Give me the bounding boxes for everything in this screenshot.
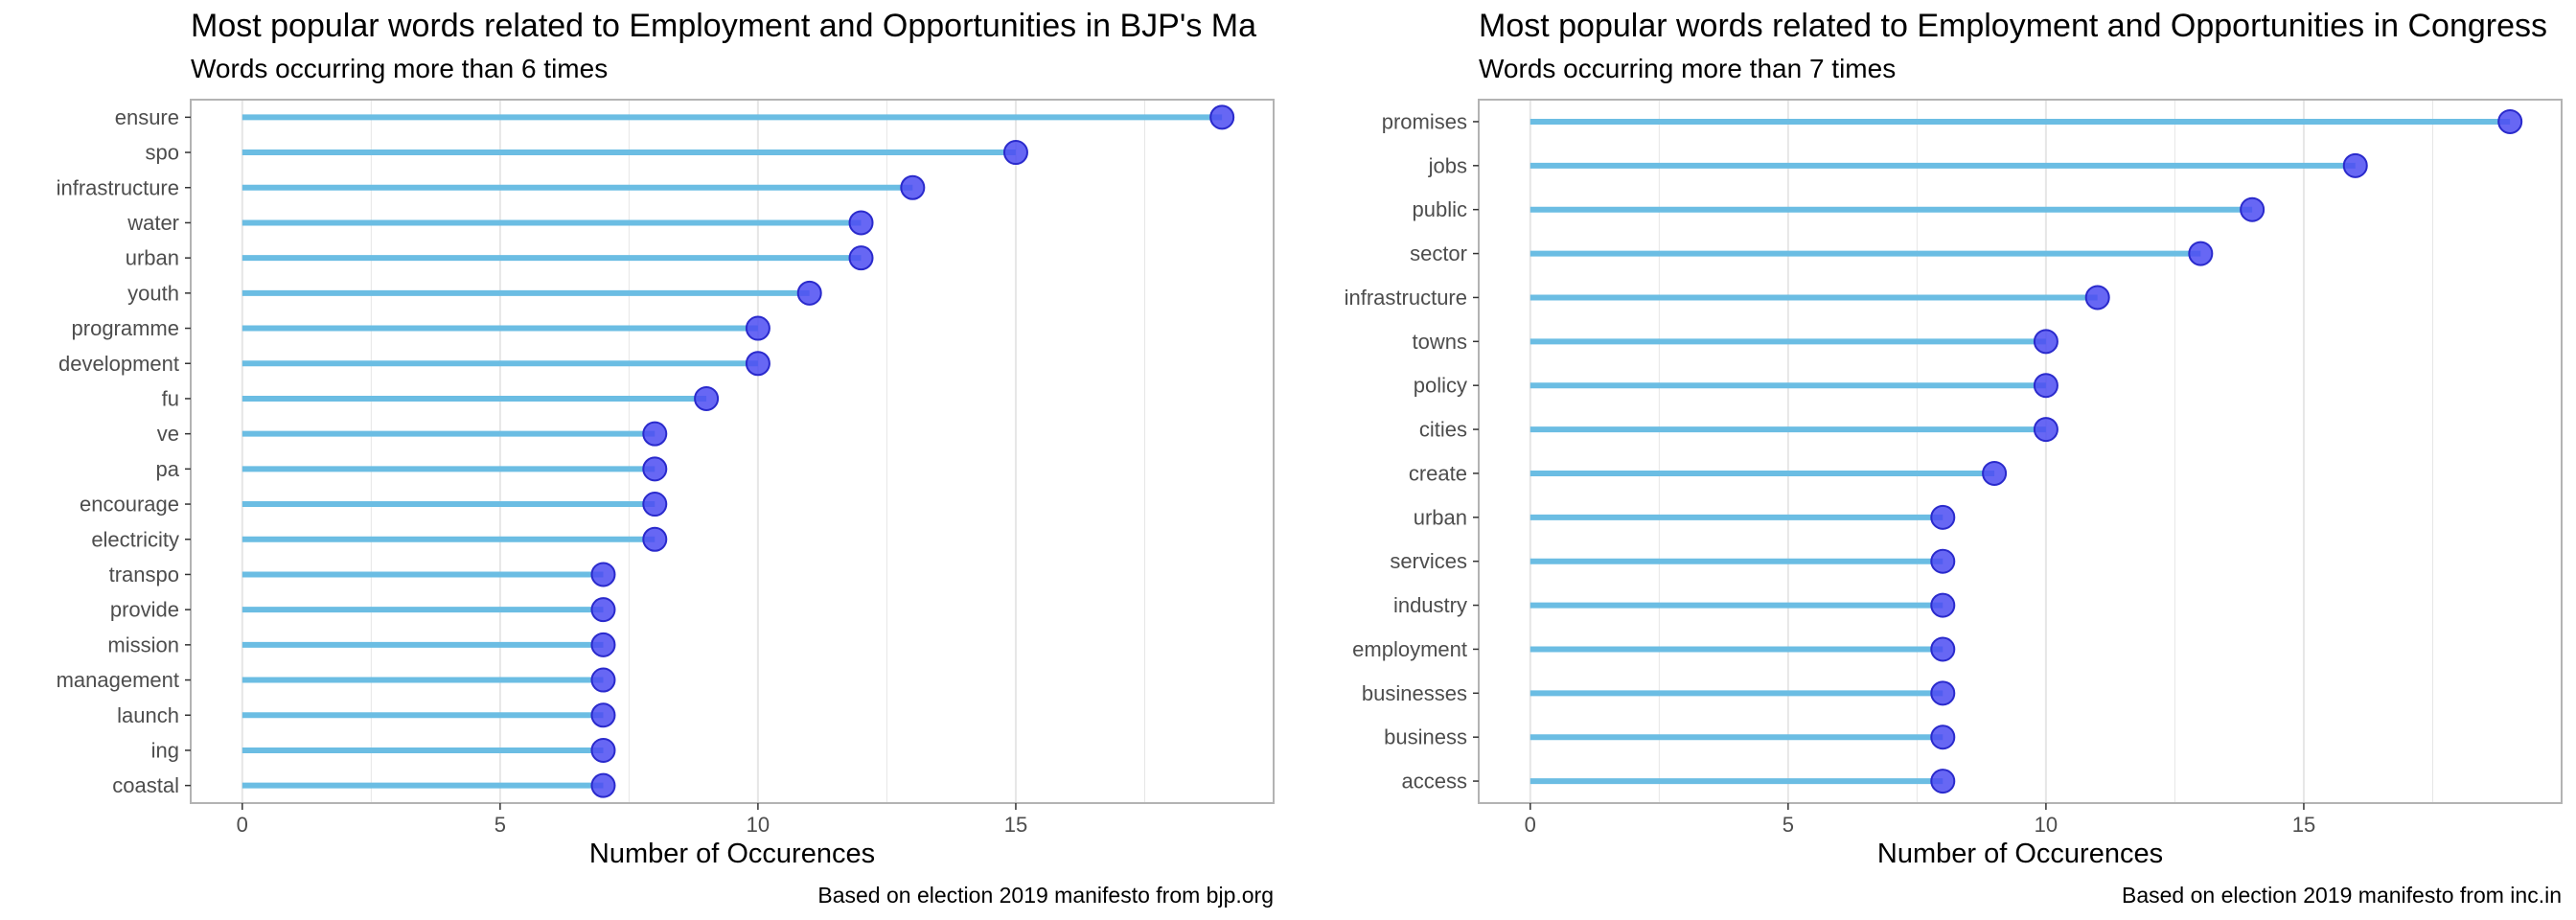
x-tick-label: 5 [1782, 813, 1794, 837]
chart-subtitle: Words occurring more than 7 times [1479, 54, 1897, 83]
y-tick-label: jobs [1428, 153, 1467, 177]
x-tick-label: 10 [747, 813, 770, 837]
panel-border [190, 99, 1275, 804]
plot-background [191, 100, 1274, 803]
lollipop-point [1930, 504, 1956, 530]
chart-title: Most popular words related to Employment… [191, 8, 1257, 44]
y-tick-label: ensure [115, 105, 179, 129]
y-tick-label: services [1390, 549, 1467, 573]
lollipop-point [1209, 104, 1235, 130]
x-tick-label: 0 [1525, 813, 1536, 837]
y-tick-label: create [1409, 461, 1467, 485]
y-tick-label: policy [1414, 374, 1467, 398]
y-tick-label: programme [72, 316, 179, 340]
y-tick-label: water [126, 211, 179, 235]
lollipop-point [1930, 548, 1956, 574]
x-axis-label: Number of Occurences [588, 839, 876, 869]
lollipop-point [1930, 592, 1956, 618]
y-tick-label: pa [156, 457, 180, 481]
lollipop-point [1982, 460, 2008, 486]
lollipop-point [2497, 108, 2523, 134]
y-tick-label: launch [117, 703, 179, 727]
lollipop-point [642, 526, 668, 552]
lollipop-point [2084, 285, 2110, 310]
lollipop-point [1930, 636, 1956, 662]
y-tick-label: public [1413, 197, 1467, 221]
lollipop-point [642, 421, 668, 447]
y-tick-label: sector [1410, 242, 1467, 265]
chart-caption: Based on election 2019 manifesto from in… [2122, 883, 2562, 908]
lollipop-point [590, 772, 616, 798]
y-tick-label: ve [157, 422, 179, 446]
lollipop-point [2033, 373, 2058, 399]
lollipop-point [848, 210, 874, 236]
x-tick-label: 10 [2035, 813, 2058, 837]
lollipop-point [1930, 724, 1956, 750]
lollipop-point [2188, 241, 2214, 266]
chart-subtitle: Words occurring more than 6 times [191, 54, 609, 83]
y-tick-label: infrastructure [1345, 286, 1467, 310]
lollipop-point [590, 597, 616, 623]
y-tick-label: industry [1393, 593, 1467, 617]
y-tick-label: employment [1352, 637, 1467, 661]
y-tick-label: urban [126, 246, 179, 270]
lollipop-point [590, 737, 616, 763]
y-tick-label: businesses [1362, 681, 1467, 705]
lollipop-point [642, 456, 668, 482]
y-tick-label: urban [1414, 505, 1467, 529]
lollipop-point [745, 315, 770, 341]
y-tick-label: spo [146, 141, 179, 165]
y-tick-label: coastal [112, 773, 179, 797]
lollipop-point [1930, 680, 1956, 706]
y-tick-label: towns [1413, 330, 1467, 354]
lollipop-point [1002, 140, 1028, 166]
lollipop-point [848, 245, 874, 271]
y-tick-label: management [57, 668, 179, 692]
lollipop-point [796, 280, 822, 306]
x-tick-label: 15 [2292, 813, 2315, 837]
lollipop-chart-congress: promises jobs public sector infrastructure to… [1345, 99, 2563, 837]
lollipop-point [745, 351, 770, 377]
lollipop-point [2342, 152, 2368, 178]
y-tick-label: business [1384, 725, 1467, 749]
x-tick-label: 15 [1004, 813, 1027, 837]
y-tick-label: electricity [91, 527, 179, 551]
y-tick-label: access [1402, 770, 1467, 794]
y-tick-label: fu [162, 386, 179, 410]
y-tick-label: infrastructure [57, 175, 179, 199]
lollipop-point [694, 385, 720, 411]
lollipop-point [590, 702, 616, 728]
y-tick-label: promises [1382, 109, 1467, 133]
lollipop-point [2240, 196, 2266, 222]
lollipop-point [590, 667, 616, 693]
y-tick-label: encourage [80, 493, 179, 517]
lollipop-point [590, 632, 616, 657]
chart-caption: Based on election 2019 manifesto from bj… [817, 883, 1274, 908]
lollipop-point [900, 174, 926, 200]
lollipop-point [1930, 769, 1956, 794]
y-tick-label: provide [110, 598, 179, 622]
lollipop-chart-bjp: ensure spo infrastructure water urban youth pr… [57, 99, 1275, 837]
lollipop-point [590, 562, 616, 587]
y-tick-label: cities [1419, 418, 1467, 442]
chart-panel-bjp: Most popular words related to Employment… [57, 8, 1275, 908]
chart-panel-congress: Most popular words related to Employment… [1288, 0, 2576, 920]
y-tick-label: mission [107, 632, 179, 656]
lollipop-point [642, 492, 668, 518]
x-axis-label: Number of Occurences [1876, 839, 2164, 869]
y-tick-label: development [58, 352, 179, 376]
plot-background [1479, 100, 2562, 803]
lollipop-point [2033, 329, 2058, 355]
chart-title: Most popular words related to Employment… [1479, 8, 2548, 44]
y-tick-label: youth [127, 281, 179, 305]
panel-border [1478, 99, 2563, 804]
x-tick-label: 0 [237, 813, 248, 837]
y-tick-label: ing [151, 738, 179, 762]
lollipop-point [2033, 417, 2058, 443]
y-tick-label: transpo [109, 563, 179, 586]
x-tick-label: 5 [494, 813, 506, 837]
